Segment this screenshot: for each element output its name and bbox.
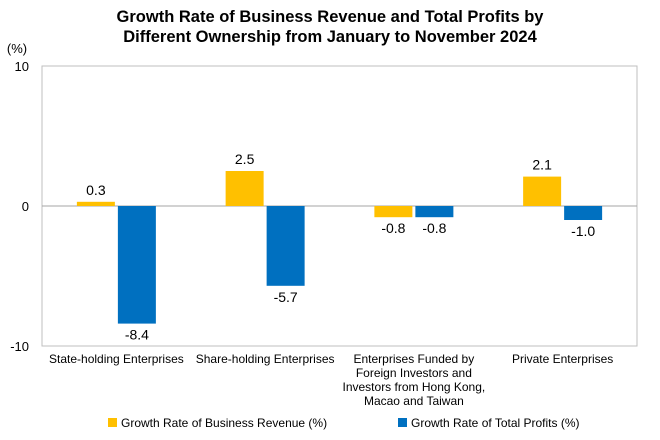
y-tick-label: 0 bbox=[22, 199, 29, 214]
bar-series-2 bbox=[564, 206, 603, 220]
x-category-label: Macao and Taiwan bbox=[364, 394, 464, 408]
x-category-label: Private Enterprises bbox=[512, 352, 613, 366]
data-label: 2.1 bbox=[532, 157, 552, 173]
data-label: -0.8 bbox=[381, 220, 405, 236]
bar-series-2 bbox=[266, 206, 305, 286]
bar-series-1 bbox=[374, 206, 413, 218]
chart-title-line: Different Ownership from January to Nove… bbox=[123, 28, 537, 46]
bar-series-1 bbox=[76, 201, 115, 206]
bar-series-1 bbox=[225, 171, 264, 206]
legend-swatch-1 bbox=[108, 418, 117, 427]
y-tick-label: -10 bbox=[10, 339, 29, 354]
legend-label-1: Growth Rate of Business Revenue (%) bbox=[121, 416, 327, 430]
x-category-label: Enterprises Funded by bbox=[354, 352, 475, 366]
y-tick-label: 10 bbox=[15, 59, 29, 74]
bar-series-2 bbox=[415, 206, 454, 218]
x-category-label: State-holding Enterprises bbox=[49, 352, 184, 366]
data-label: -1.0 bbox=[571, 223, 595, 239]
data-label: -0.8 bbox=[422, 220, 446, 236]
data-label: -5.7 bbox=[274, 289, 298, 305]
data-label: 0.3 bbox=[86, 182, 106, 198]
bar-series-2 bbox=[117, 206, 156, 324]
legend-swatch-2 bbox=[398, 418, 407, 427]
y-axis-unit-label: (%) bbox=[7, 41, 27, 56]
bar-series-1 bbox=[523, 176, 562, 206]
data-label: -8.4 bbox=[125, 327, 149, 343]
chart-title-line: Growth Rate of Business Revenue and Tota… bbox=[117, 8, 545, 26]
x-category-label: Share-holding Enterprises bbox=[196, 352, 335, 366]
x-category-label: Foreign Investors and bbox=[356, 366, 472, 380]
x-category-label: Investors from Hong Kong, bbox=[343, 380, 486, 394]
data-label: 2.5 bbox=[235, 151, 255, 167]
legend-label-2: Growth Rate of Total Profits (%) bbox=[411, 416, 580, 430]
